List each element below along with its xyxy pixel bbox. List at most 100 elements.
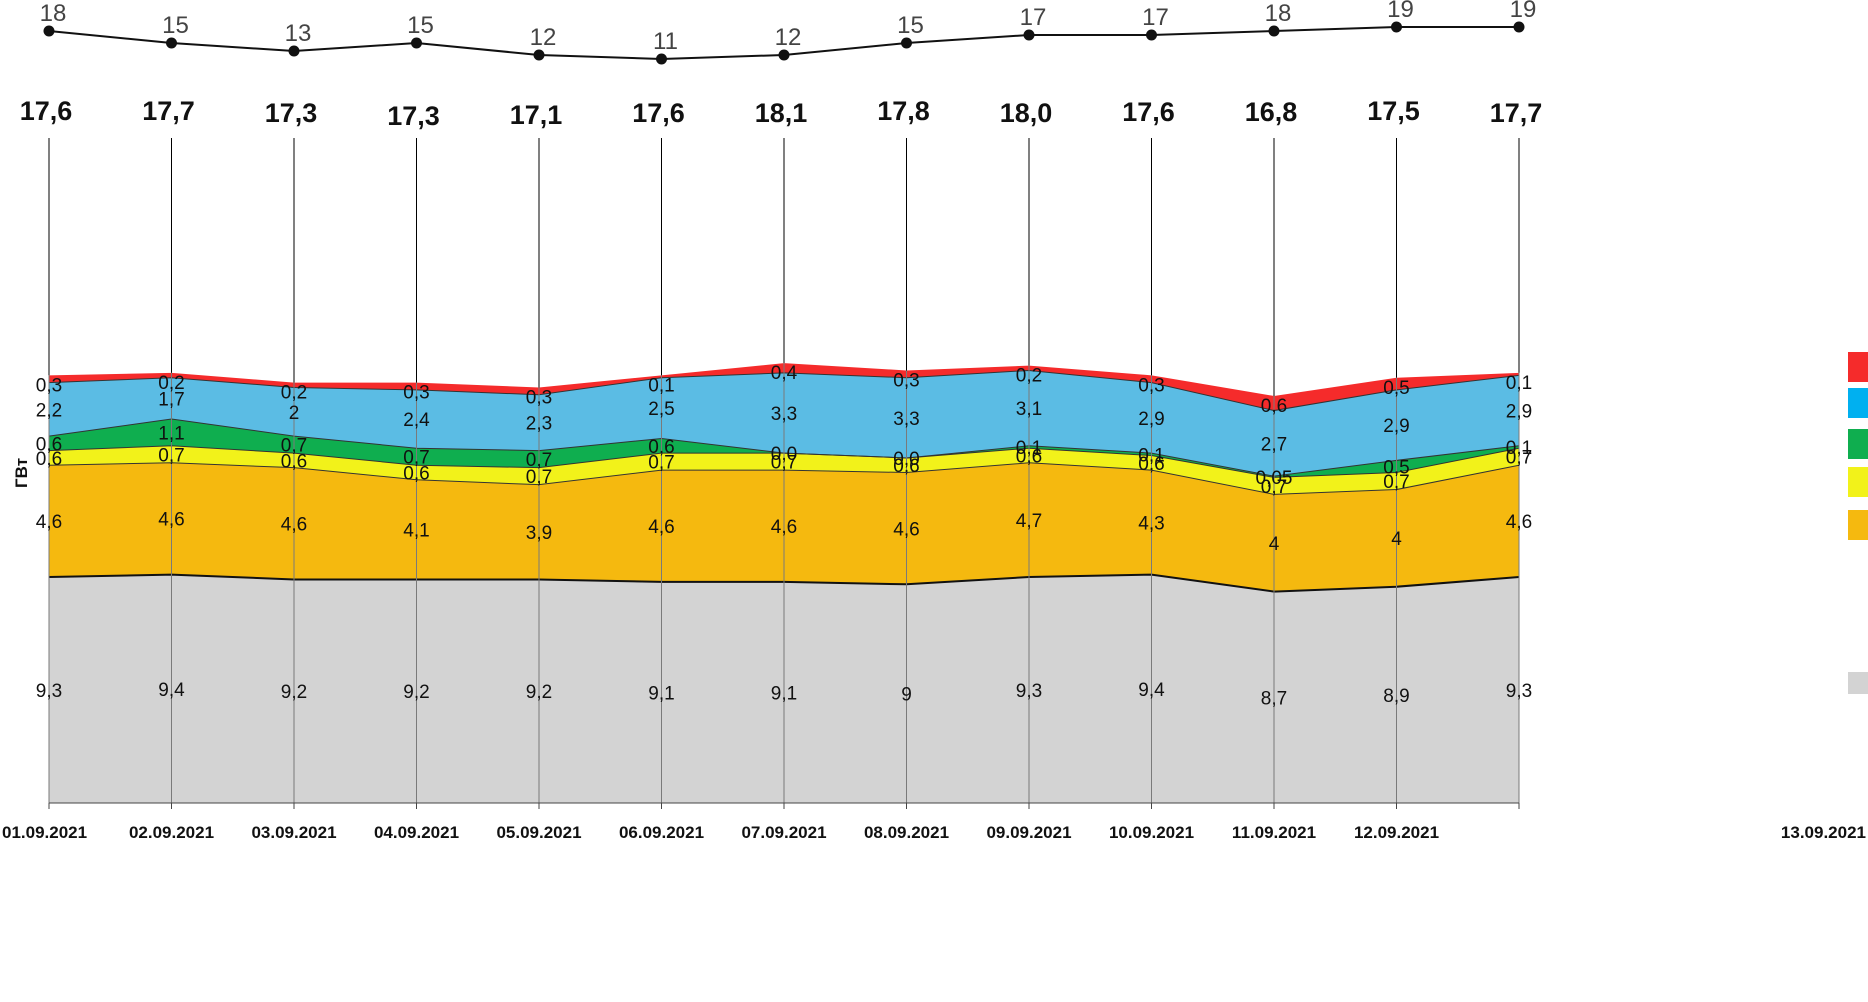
temperature-point <box>1023 29 1035 41</box>
segment-label: 4,6 <box>158 510 184 531</box>
total-label: 17,6 <box>632 98 685 128</box>
temperature-label: 19 <box>1510 0 1537 23</box>
segment-label: 4,1 <box>403 521 429 542</box>
segment-label: 9,3 <box>36 681 62 702</box>
temperature-point <box>1146 29 1157 41</box>
segment-label: 9 <box>901 685 912 706</box>
segment-label: 0,7 <box>526 450 552 471</box>
x-tick-label: 05.09.2021 <box>496 823 581 842</box>
legend-swatch <box>1848 352 1868 382</box>
segment-label: 0,3 <box>893 370 919 391</box>
segment-label: 9,1 <box>771 683 797 704</box>
legend-swatch <box>1848 388 1868 418</box>
segment-label: 4,6 <box>1506 512 1532 533</box>
total-label: 17,7 <box>1490 98 1543 128</box>
y-unit-label: ГВт <box>12 458 31 488</box>
segment-label: 3,3 <box>771 404 797 425</box>
temperature-label: 13 <box>285 20 312 47</box>
segment-label: 4,7 <box>1016 511 1042 532</box>
temperature-label: 15 <box>407 12 434 39</box>
temperature-label: 17 <box>1142 4 1169 31</box>
segment-label: 0,7 <box>648 453 674 474</box>
temperature-label: 12 <box>775 24 802 51</box>
x-tick-label: 13.09.2021 <box>1781 823 1866 842</box>
segment-label: 0,2 <box>281 383 307 404</box>
segment-label: 8,7 <box>1261 688 1287 709</box>
temperature-label: 15 <box>897 12 924 39</box>
temperature-point <box>43 25 55 37</box>
segment-label: 0,2 <box>1016 366 1042 387</box>
segment-label: 2,9 <box>1138 409 1164 430</box>
segment-label: 2,9 <box>1383 416 1409 437</box>
segment-label: 0,7 <box>1506 448 1532 469</box>
temperature-point <box>1391 21 1402 33</box>
temperature-point <box>656 53 667 65</box>
segment-label: 2,2 <box>36 400 62 421</box>
segment-label: 9,2 <box>526 682 552 703</box>
x-tick-label: 10.09.2021 <box>1109 823 1194 842</box>
segment-label: 0,7 <box>526 467 552 488</box>
segment-label: 0,1 <box>1138 445 1164 466</box>
total-label: 16,8 <box>1245 97 1298 127</box>
x-tick-label: 01.09.2021 <box>2 823 87 842</box>
temperature-label: 17 <box>1020 4 1047 31</box>
segment-label: 2,7 <box>1261 434 1287 455</box>
segment-label: 0,6 <box>648 437 674 458</box>
segment-label: 9,2 <box>403 682 429 703</box>
x-tick-label: 11.09.2021 <box>1232 823 1316 842</box>
legend-swatch <box>1848 510 1868 540</box>
segment-label: 0,6 <box>281 451 307 472</box>
segment-label: 0,6 <box>1261 396 1287 417</box>
segment-label: 0,05 <box>1256 468 1293 489</box>
segment-label: 9,3 <box>1506 681 1532 702</box>
temperature-label: 12 <box>530 24 557 51</box>
segment-label: 0,0 <box>771 444 797 465</box>
x-axis: 01.09.2021 02.09.2021 03.09.2021 04.09.2021… <box>2 802 1866 842</box>
segment-label: 4,6 <box>36 512 62 533</box>
temperature-label: 18 <box>1265 0 1292 27</box>
segment-label: 0,3 <box>36 375 62 396</box>
category-lines <box>48 138 1520 803</box>
segment-label: 0,7 <box>771 453 797 474</box>
segment-label: 4,6 <box>893 519 919 540</box>
total-label: 17,3 <box>265 98 318 128</box>
temperature-point <box>778 49 790 61</box>
segment-label: 1,1 <box>158 423 184 444</box>
segment-label: 0,7 <box>403 448 429 469</box>
segment-label: 0,1 <box>1506 373 1532 394</box>
segment-label: 3,3 <box>893 409 919 430</box>
temperature-label: 11 <box>653 28 678 55</box>
temperature-point <box>901 37 912 49</box>
temperature-label: 19 <box>1387 0 1414 23</box>
total-label: 18,1 <box>755 98 808 128</box>
temperature-point <box>166 37 177 49</box>
x-tick-label: 03.09.2021 <box>251 823 336 842</box>
segment-label: 9,3 <box>1016 681 1042 702</box>
total-label: 17,7 <box>142 96 195 126</box>
temperature-point <box>533 49 545 61</box>
temperature-label: 18 <box>40 0 67 27</box>
segment-label: 2 <box>289 403 300 424</box>
segment-label: 0,7 <box>158 445 184 466</box>
temperature-label: 15 <box>162 12 189 39</box>
legend-swatch <box>1848 672 1868 694</box>
segment-label: 2,5 <box>648 399 674 420</box>
total-label: 17,8 <box>877 96 930 126</box>
segment-label: 0,6 <box>893 456 919 477</box>
segment-label: 4,6 <box>648 517 674 538</box>
temperature-point <box>288 45 300 57</box>
segment-labels: 9,3 9,4 9,2 9,2 9,2 9,1 9,1 9 9,3 9,4 8,7 8,9 9,3 4,6… <box>36 363 1532 709</box>
x-tick-label: 12.09.2021 <box>1354 823 1439 842</box>
total-labels: 17,6 17,7 17,3 17,3 17,1 17,6 18,1 17,8 18,0 17,6… <box>20 96 1543 131</box>
segment-label: 2,9 <box>1506 402 1532 423</box>
segment-label: 4,6 <box>771 517 797 538</box>
segment-label: 0,3 <box>1138 375 1164 396</box>
segment-label: 0,6 <box>36 434 62 455</box>
segment-label: 2,4 <box>403 410 430 431</box>
segment-label: 0,7 <box>1383 472 1409 493</box>
segment-label: 0,1 <box>1016 438 1042 459</box>
legend <box>1848 352 1868 694</box>
temperature-line: 18 15 13 15 12 11 12 15 17 17 18 19 19 <box>40 0 1537 65</box>
segment-label: 0,5 <box>1383 457 1409 478</box>
